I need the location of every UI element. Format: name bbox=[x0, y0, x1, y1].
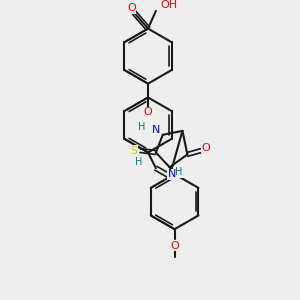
Text: H: H bbox=[138, 122, 145, 132]
Text: O: O bbox=[170, 241, 179, 251]
Text: S: S bbox=[131, 146, 138, 155]
Text: O: O bbox=[202, 142, 210, 153]
Text: N: N bbox=[152, 125, 160, 135]
Text: H: H bbox=[134, 157, 142, 167]
Text: OH: OH bbox=[161, 0, 178, 10]
Text: O: O bbox=[144, 107, 152, 117]
Text: H: H bbox=[175, 167, 182, 177]
Text: O: O bbox=[127, 3, 136, 13]
Text: N: N bbox=[167, 169, 176, 179]
